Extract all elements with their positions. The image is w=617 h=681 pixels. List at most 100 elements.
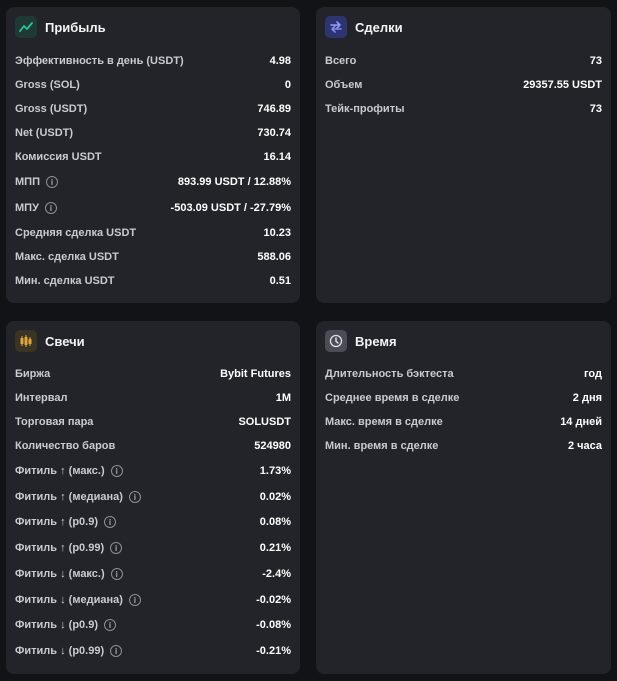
candles-row-value: -0.02% [256,594,291,606]
deals-row-value: 29357.55 USDT [523,79,602,91]
wick-label-text: Фитиль ↓ (p0.99) [15,645,105,657]
info-icon[interactable]: i [110,568,123,580]
deals-card: Сделки Всего 73 Объем 29357.55 USDT Тейк-п… [316,7,611,303]
candlestick-icon [15,330,37,352]
candles-row-value: 0.08% [259,516,291,528]
time-row-label: Длительность бэктеста [325,368,454,380]
trend-chart-icon [15,16,37,38]
deals-card-header: Сделки [325,15,403,39]
candles-row-value: SOLUSDT [238,416,291,428]
candles-row-value: -2.4% [262,568,291,580]
profit-row-label: Мин. сделка USDT [15,275,115,287]
candles-row-value: 524980 [254,440,291,452]
profit-row-value: -503.09 USDT / -27.79% [170,202,291,214]
profit-row: Комиссия USDT 16.14 [15,145,291,169]
profit-row-value: 893.99 USDT / 12.88% [177,176,291,188]
candles-row: Торговая пара SOLUSDT [15,410,291,434]
info-icon[interactable]: i [44,202,57,214]
wick-label-text: Фитиль ↑ (макс.) [15,465,105,477]
wick-label: Фитиль ↑ (p0.9) i [15,516,116,528]
time-row: Макс. время в сделке 14 дней [325,410,602,434]
info-icon[interactable]: i [104,516,116,528]
candles-row-label: Количество баров [15,440,116,452]
time-row-label: Среднее время в сделке [325,392,460,404]
profit-row-label: Комиссия USDT [15,151,102,163]
wick-label: Фитиль ↑ (медиана) i [15,491,141,503]
profit-row: Мин. сделка USDT 0.51 [15,269,291,293]
mpp-label-text: МПП [15,176,40,188]
info-icon[interactable]: i [45,176,58,188]
time-row-label: Макс. время в сделке [325,416,443,428]
wick-label-text: Фитиль ↑ (медиана) [15,491,123,503]
profit-card-header: Прибыль [15,15,106,39]
deals-row: Всего 73 [325,49,602,73]
profit-row: Gross (USDT) 746.89 [15,97,291,121]
profit-row: МПУ i -503.09 USDT / -27.79% [15,196,291,220]
candles-row-value: -0.21% [256,645,291,657]
candles-row: Фитиль ↓ (макс.) i -2.4% [15,562,291,586]
info-icon[interactable]: i [110,542,123,554]
profit-row-value: 746.89 [257,103,291,115]
wick-label-text: Фитиль ↓ (макс.) [15,568,105,580]
profit-row-value: 588.06 [257,251,291,263]
candles-row: Фитиль ↓ (p0.9) i -0.08% [15,613,291,637]
candles-row-value: 1.73% [259,465,291,477]
info-icon[interactable]: i [128,594,141,606]
time-card-header: Время [325,329,397,353]
candles-row: Фитиль ↑ (p0.9) i 0.08% [15,510,291,534]
candles-row: Фитиль ↓ (p0.99) i -0.21% [15,639,291,663]
profit-card-title: Прибыль [45,19,106,35]
candles-row-label: Торговая пара [15,416,94,428]
time-row-value: 2 часа [567,440,602,452]
wick-label: Фитиль ↑ (макс.) i [15,465,123,477]
profit-row: Net (USDT) 730.74 [15,121,291,145]
deals-card-title: Сделки [355,19,403,35]
deals-row: Объем 29357.55 USDT [325,73,602,97]
wick-label-text: Фитиль ↓ (p0.9) [15,619,98,631]
profit-row-value: 10.23 [263,227,291,239]
time-row: Среднее время в сделке 2 дня [325,386,602,410]
profit-row-label: Средняя сделка USDT [15,227,137,239]
clock-icon [325,330,347,352]
info-icon[interactable]: i [110,645,123,657]
deals-row: Тейк-профиты 73 [325,97,602,121]
candles-row: Количество баров 524980 [15,434,291,458]
mpp-label: МПП i [15,176,58,188]
profit-row-value: 4.98 [269,55,291,67]
time-card: Время Длительность бэктеста год Среднее в… [316,321,611,674]
deals-row-value: 73 [589,55,602,67]
candles-row-value: Bybit Futures [220,368,291,380]
candles-row: Фитиль ↑ (медиана) i 0.02% [15,485,291,509]
mpu-label-text: МПУ [15,202,39,214]
time-card-title: Время [355,333,397,349]
candles-card: Свечи Биржа Bybit Futures Интервал 1M Торг… [6,321,300,674]
profit-row: Средняя сделка USDT 10.23 [15,221,291,245]
candles-row-label: Интервал [15,392,68,404]
info-icon[interactable]: i [110,465,123,477]
profit-row-label: Эффективность в день (USDT) [15,55,184,67]
wick-label-text: Фитиль ↑ (p0.9) [15,516,98,528]
wick-label: Фитиль ↓ (макс.) i [15,568,123,580]
mpu-label: МПУ i [15,202,57,214]
swap-arrows-icon [325,16,347,38]
candles-card-header: Свечи [15,329,85,353]
profit-row-label: Gross (SOL) [15,79,80,91]
time-row: Длительность бэктеста год [325,362,602,386]
info-icon[interactable]: i [128,491,141,503]
profit-card: Прибыль Эффективность в день (USDT) 4.98 … [6,7,300,303]
candles-row-value: 1M [275,392,291,404]
profit-row-label: Макс. сделка USDT [15,251,119,263]
time-row: Мин. время в сделке 2 часа [325,434,602,458]
profit-row-label: Gross (USDT) [15,103,88,115]
info-icon[interactable]: i [104,619,116,631]
time-row-label: Мин. время в сделке [325,440,439,452]
profit-row-label: Net (USDT) [15,127,74,139]
profit-row: Gross (SOL) 0 [15,73,291,97]
candles-row: Фитиль ↑ (p0.99) i 0.21% [15,536,291,560]
candles-row-label: Биржа [15,368,51,380]
time-row-value: 14 дней [560,416,602,428]
profit-row: МПП i 893.99 USDT / 12.88% [15,170,291,194]
candles-row: Фитиль ↑ (макс.) i 1.73% [15,459,291,483]
candles-row: Интервал 1M [15,386,291,410]
candles-row: Фитиль ↓ (медиана) i -0.02% [15,588,291,612]
